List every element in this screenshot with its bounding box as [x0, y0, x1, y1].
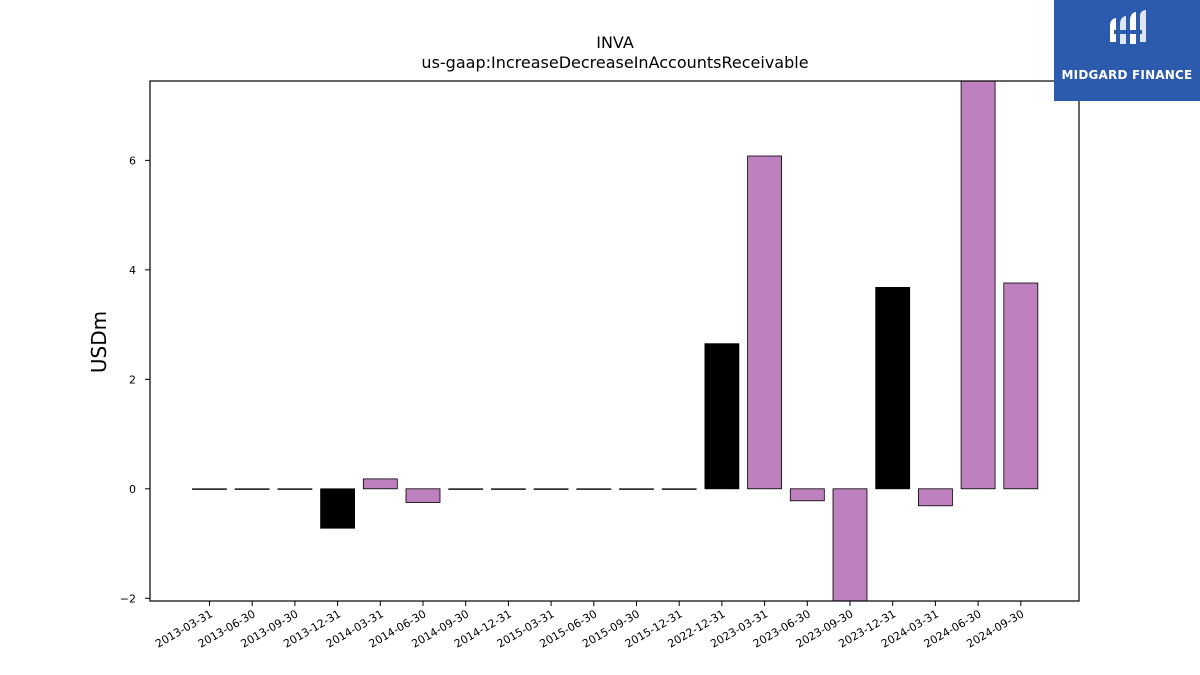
chart-title: INVA [596, 33, 634, 52]
logo-brand-text: MIDGARD FINANCE [1061, 68, 1193, 82]
bar-2015-03-31 [533, 488, 569, 490]
bar-2023-03-31 [747, 155, 782, 490]
y-tick-label: 2 [129, 373, 136, 386]
bar-2023-06-30 [789, 488, 825, 502]
bar-2013-09-30 [277, 488, 313, 490]
bar-2015-09-30 [619, 488, 654, 490]
bar-2014-06-30 [405, 488, 441, 503]
bar-2014-12-31 [490, 488, 526, 490]
bar-2022-12-31 [704, 343, 740, 490]
logo-mark-icon [1110, 10, 1146, 44]
y-axis: −2 0 2 4 6 [120, 154, 150, 605]
bar-2014-03-31 [362, 478, 398, 490]
y-tick-label: 4 [129, 264, 136, 277]
bar-2015-12-31 [661, 488, 697, 490]
bar-2013-06-30 [234, 488, 270, 490]
y-tick-label: 6 [129, 154, 136, 167]
y-tick-label: −2 [120, 592, 136, 605]
bar-2015-06-30 [576, 488, 612, 490]
plot-frame [149, 80, 1080, 602]
bar-2024-06-30 [960, 80, 996, 490]
y-tick-label: 0 [129, 483, 136, 496]
bar-2013-12-31 [320, 488, 356, 529]
bars-group [192, 80, 1039, 602]
bar-2024-03-31 [918, 488, 953, 507]
bar-2013-03-31 [192, 488, 227, 490]
bar-2023-09-30 [832, 488, 868, 602]
x-axis: 2013-03-312013-06-302013-09-302013-12-31… [153, 601, 1026, 651]
bar-2023-12-31 [875, 286, 911, 490]
midgard-finance-logo: MIDGARD FINANCE [1054, 0, 1200, 101]
bar-2014-09-30 [448, 488, 484, 490]
bar-2024-09-30 [1003, 282, 1039, 490]
y-axis-label: USDm [87, 311, 111, 373]
chart-subtitle: us-gaap:IncreaseDecreaseInAccountsReceiv… [421, 53, 808, 72]
